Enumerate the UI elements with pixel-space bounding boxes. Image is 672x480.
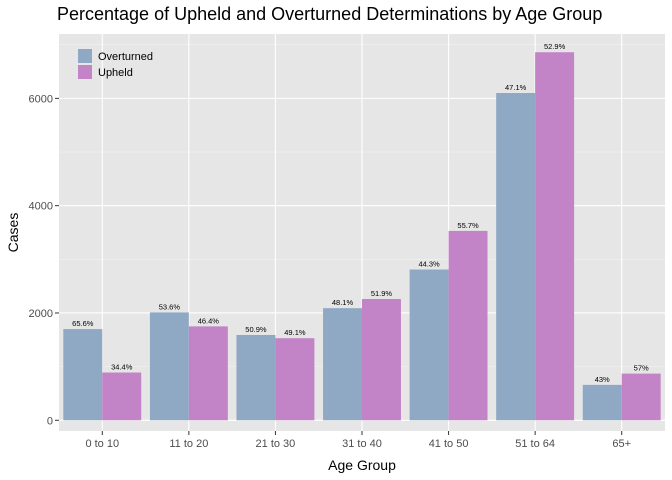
bar-upheld-5: [448, 230, 488, 421]
bar-upheld-1: [102, 372, 142, 421]
data-label: 46.4%: [198, 316, 220, 325]
data-label: 57%: [634, 364, 649, 373]
data-label: 50.9%: [245, 325, 267, 334]
bar-overturned-7: [582, 384, 622, 421]
data-label: 49.1%: [284, 328, 306, 337]
legend-label-upheld: Upheld: [98, 67, 133, 79]
x-axis-title: Age Group: [328, 457, 396, 473]
y-tick-label: 2000: [29, 308, 53, 320]
bar-overturned-6: [496, 93, 536, 421]
x-tick-label: 41 to 50: [429, 438, 469, 450]
legend-label-overturned: Overturned: [98, 51, 153, 63]
bar-overturned-1: [63, 329, 103, 421]
y-axis-title: Cases: [5, 213, 21, 253]
data-label: 52.9%: [544, 42, 566, 51]
bar-overturned-5: [409, 269, 449, 421]
data-label: 65.6%: [72, 319, 94, 328]
x-tick-label: 21 to 30: [256, 438, 296, 450]
x-axis: 0 to 10 11 to 20 21 to 30 31 to 40 41 to 50 5…: [85, 431, 631, 450]
x-tick-label: 65+: [612, 438, 631, 450]
data-label: 44.3%: [418, 260, 440, 269]
bars: 65.6% 34.4% 53.6% 46.4% 50.9% 49.1% 48.1% 51.9%…: [63, 42, 661, 421]
bar-upheld-3: [275, 338, 315, 421]
legend: Overturned Upheld: [78, 49, 153, 79]
data-label: 47.1%: [505, 83, 527, 92]
legend-key-overturned: [78, 49, 92, 63]
x-tick-label: 0 to 10: [85, 438, 119, 450]
bar-upheld-2: [188, 326, 228, 421]
data-label: 53.6%: [159, 302, 181, 311]
x-tick-label: 11 to 20: [169, 438, 208, 450]
bar-upheld-7: [621, 373, 661, 421]
data-label: 55.7%: [457, 221, 479, 230]
y-tick-label: 0: [47, 415, 53, 427]
bar-overturned-3: [236, 334, 276, 421]
data-label: 48.1%: [332, 298, 354, 307]
chart-title: Percentage of Upheld and Overturned Dete…: [57, 4, 603, 24]
y-axis: 0 2000 4000 6000: [29, 93, 59, 427]
legend-key-upheld: [78, 65, 92, 79]
data-label: 51.9%: [371, 289, 393, 298]
bar-upheld-6: [535, 52, 575, 421]
data-label: 34.4%: [111, 363, 133, 372]
data-label: 43%: [595, 375, 610, 384]
y-tick-label: 6000: [29, 93, 53, 105]
x-tick-label: 51 to 64: [515, 438, 555, 450]
y-tick-label: 4000: [29, 201, 53, 213]
x-tick-label: 31 to 40: [342, 438, 382, 450]
bar-overturned-2: [149, 312, 189, 421]
bar-upheld-4: [362, 299, 401, 421]
bar-overturned-4: [323, 308, 362, 421]
